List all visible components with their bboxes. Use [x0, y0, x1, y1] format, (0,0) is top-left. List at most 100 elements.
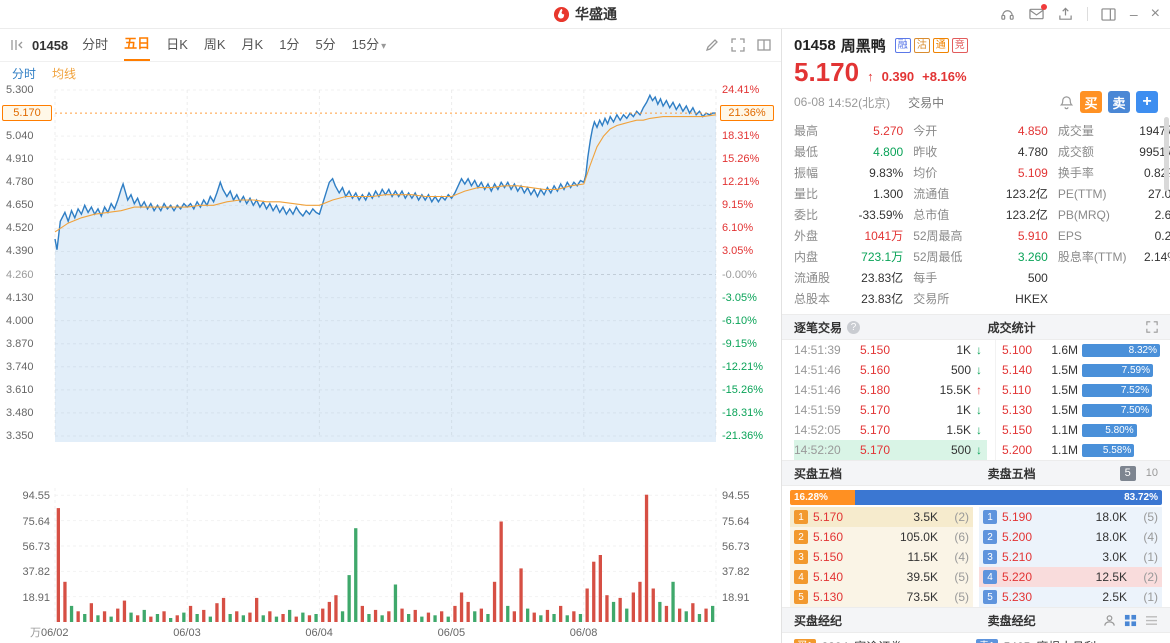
collapse-sidebar-icon[interactable] — [10, 39, 24, 51]
depth-5-toggle[interactable]: 5 — [1119, 465, 1136, 481]
tick-section-header: 逐笔交易 ? 成交统计 — [782, 314, 1170, 340]
trade-stats-title[interactable]: 成交统计 — [987, 320, 1036, 335]
sell-order-row[interactable]: 4 5.220 12.5K (2) — [979, 567, 1162, 587]
draw-pencil-icon[interactable] — [705, 38, 719, 52]
sell-orders[interactable]: 1 5.190 18.0K (5) 2 5.200 18.0K (4) 3 5.210 3.0K (1… — [979, 507, 1162, 607]
chart-stock-code[interactable]: 01458 — [32, 37, 69, 53]
stat-cell: 委比 -33.59% — [794, 205, 903, 226]
level-badge: 2 — [794, 530, 808, 544]
trade-stat-row[interactable]: 5.150 1.1M 5.80% — [1002, 420, 1160, 440]
order-volume: 39.5K — [906, 570, 938, 584]
order-volume: 11.5K — [907, 550, 938, 564]
tick-row[interactable]: 14:51:39 5.150 1K ↓ — [794, 340, 987, 360]
tick-list[interactable]: 14:51:39 5.150 1K ↓ 14:51:46 5.160 500 ↓ 14:51:4… — [782, 340, 995, 460]
stat-volume: 1.5M — [1051, 363, 1078, 377]
tick-row[interactable]: 14:51:46 5.180 15.5K ↑ — [794, 380, 987, 400]
expand-section-icon[interactable] — [1146, 321, 1158, 333]
trade-stats-list[interactable]: 5.100 1.6M 8.32% 5.140 1.5M 7.59% 5.110 1.5M 7.5… — [995, 340, 1170, 460]
mail-icon[interactable] — [1029, 4, 1047, 22]
order-price: 5.190 — [1002, 510, 1033, 524]
tab-5min[interactable]: 5分 — [315, 37, 336, 52]
expand-chart-icon[interactable] — [731, 38, 745, 52]
buy-broker-title: 买盘经纪 — [794, 613, 843, 628]
buy-broker-item[interactable]: 买1 8304 富途证券 — [794, 638, 976, 643]
help-icon[interactable]: ? — [847, 320, 861, 334]
trade-stat-row[interactable]: 5.200 1.1M 5.58% — [1002, 440, 1160, 460]
stat-bar: 8.32% — [1082, 343, 1160, 357]
sell1-badge: 卖1 — [976, 639, 998, 643]
list-view-icon[interactable] — [1145, 615, 1158, 626]
grid-view-icon[interactable] — [1124, 614, 1137, 627]
minimize-icon[interactable]: – — [1129, 6, 1138, 22]
alert-bell-icon[interactable] — [1059, 95, 1074, 110]
trade-stat-row[interactable]: 5.110 1.5M 7.52% — [1002, 380, 1160, 400]
stat-value: 123.2亿 — [1005, 208, 1048, 222]
stat-cell: 52周最低 3.260 — [913, 247, 1048, 268]
stat-value: 1947万 — [1139, 124, 1170, 138]
chart-legend: 分时 均线 — [0, 62, 781, 84]
scrollbar-thumb[interactable] — [1164, 117, 1169, 191]
sell-order-row[interactable]: 2 5.200 18.0K (4) — [979, 527, 1162, 547]
buy-orders[interactable]: 1 5.170 3.5K (2) 2 5.160 105.0K (6) 3 5.150 11.5K (… — [790, 507, 973, 607]
tick-row[interactable]: 14:51:59 5.170 1K ↓ — [794, 400, 987, 420]
stat-cell — [1058, 268, 1170, 289]
tab-15min[interactable]: 15分 ▾ — [351, 37, 387, 52]
buy-button[interactable]: 买 — [1080, 91, 1102, 113]
panel-layout-icon[interactable] — [1101, 6, 1117, 22]
stat-key: EPS — [1057, 229, 1082, 243]
five-day-chart-canvas[interactable] — [0, 84, 781, 643]
stat-cell: 最低 4.800 — [794, 142, 903, 163]
trade-stat-row[interactable]: 5.100 1.6M 8.32% — [1002, 340, 1160, 360]
buy-order-row[interactable]: 1 5.170 3.5K (2) — [790, 507, 973, 527]
titlebar-divider — [1086, 7, 1088, 21]
tab-daily-k[interactable]: 日K — [166, 37, 188, 52]
tick-row[interactable]: 14:51:46 5.160 500 ↓ — [794, 360, 987, 380]
sell-broker-item[interactable]: 卖1 5465 摩根士丹利 — [976, 638, 1158, 643]
percent-axis-label: -15.26% — [722, 383, 763, 396]
percent-axis-label: 24.41% — [722, 84, 760, 96]
sell-order-row[interactable]: 1 5.190 18.0K (5) — [979, 507, 1162, 527]
price-axis-label: 4.130 — [6, 291, 34, 304]
current-price-label: 5.170 — [2, 105, 52, 122]
chart-body[interactable]: 5.300 24.41% 5.170 21.36% 5.040 18.31% 4.910 15… — [0, 84, 781, 643]
stat-key: 最高 — [794, 124, 819, 138]
order-count: (6) — [954, 530, 969, 544]
buy-order-row[interactable]: 4 5.140 39.5K (5) — [790, 567, 973, 587]
depth-10-toggle[interactable]: 10 — [1145, 467, 1158, 479]
sell-button[interactable]: 卖 — [1108, 91, 1130, 113]
buy-order-row[interactable]: 5 5.130 73.5K (5) — [790, 587, 973, 607]
tab-5day[interactable]: 五日 — [124, 29, 151, 61]
person-icon[interactable] — [1103, 614, 1116, 627]
order-price: 5.130 — [813, 590, 844, 604]
tab-monthly-k[interactable]: 月K — [241, 37, 264, 52]
trade-stat-row[interactable]: 5.130 1.5M 7.50% — [1002, 400, 1160, 420]
volume-axis-label: 75.64 — [22, 515, 50, 528]
buy-order-row[interactable]: 3 5.150 11.5K (4) — [790, 547, 973, 567]
tab-1min[interactable]: 1分 — [279, 37, 300, 52]
close-icon[interactable]: × — [1150, 5, 1160, 22]
share-icon[interactable] — [1058, 6, 1074, 22]
tick-time: 14:51:39 — [794, 343, 841, 357]
stock-flag-badge: 通 — [932, 38, 949, 53]
tab-timeline[interactable]: 分时 — [82, 37, 109, 52]
sell-order-row[interactable]: 3 5.210 3.0K (1) — [979, 547, 1162, 567]
sell-depth-title: 卖盘五档 — [987, 466, 1036, 481]
stat-cell: EPS 0.20 — [1058, 226, 1170, 247]
tick-row[interactable]: 14:52:05 5.170 1.5K ↓ — [794, 420, 987, 440]
stat-cell: 均价 5.109 — [913, 163, 1048, 184]
stat-key: 每手 — [913, 271, 938, 285]
trade-stat-row[interactable]: 5.140 1.5M 7.59% — [1002, 360, 1160, 380]
support-headset-icon[interactable] — [1000, 6, 1016, 22]
split-view-icon[interactable] — [757, 39, 771, 51]
price-axis-label: 3.350 — [6, 430, 34, 442]
volume-axis-label: 75.64 — [722, 515, 750, 528]
tab-weekly-k[interactable]: 周K — [203, 37, 226, 52]
tick-volume: 1K — [956, 343, 971, 357]
tick-row[interactable]: 14:52:20 5.170 500 ↓ — [794, 440, 987, 460]
buy-order-row[interactable]: 2 5.160 105.0K (6) — [790, 527, 973, 547]
stat-volume: 1.1M — [1051, 443, 1078, 457]
stat-key: 最低 — [794, 145, 819, 159]
add-watchlist-button[interactable]: + — [1136, 91, 1158, 113]
sell-order-row[interactable]: 5 5.230 2.5K (1) — [979, 587, 1162, 607]
percent-axis-label: 6.10% — [722, 222, 754, 235]
